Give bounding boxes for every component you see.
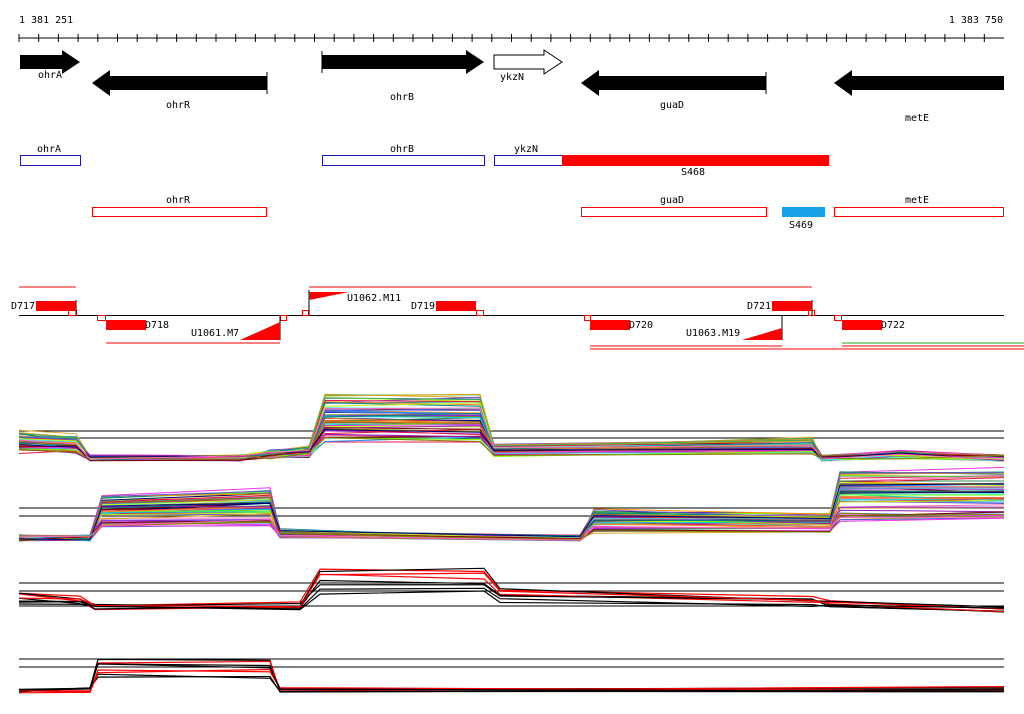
segment-D721[interactable]: [772, 301, 812, 311]
transcript-label-ohrA: ohrA: [37, 144, 61, 155]
gene-label-ohrA: ohrA: [38, 70, 62, 81]
segment-label-D722: D722: [881, 320, 905, 331]
profile-line: [18, 587, 1005, 610]
transcript-box-S468[interactable]: [562, 155, 829, 166]
transcript-box-metE[interactable]: [834, 207, 1004, 217]
gene-arrow-ohrR[interactable]: [92, 70, 267, 96]
segment-junction-1: [68, 310, 77, 316]
segment-label-D718: D718: [145, 320, 169, 331]
gene-label-ohrB: ohrB: [390, 92, 414, 103]
segment-junction-8: [834, 315, 842, 321]
transcript-box-ohrB[interactable]: [322, 155, 485, 166]
segment-label-D720: D720: [629, 320, 653, 331]
gene-label-ykzN: ykzN: [500, 72, 524, 83]
segment-junction-3: [280, 315, 287, 321]
profile-line: [18, 663, 1005, 692]
profile-line: [18, 668, 1005, 693]
transcript-box-S469[interactable]: [782, 207, 825, 217]
ruler-end-label: 1 383 750: [949, 15, 1003, 26]
segment-U1062.M11[interactable]: [309, 292, 349, 300]
segment-D719[interactable]: [436, 301, 476, 311]
expression-profile-panel-1: [18, 393, 1005, 462]
segment-label-D721: D721: [747, 301, 771, 312]
transcript-label-S469: S469: [789, 220, 813, 231]
gene-arrow-ohrB[interactable]: [322, 50, 484, 74]
transcript-label-guaD: guaD: [660, 195, 684, 206]
segment-junction-5: [476, 310, 484, 316]
transcript-box-ohrR[interactable]: [92, 207, 267, 217]
expression-profile-panel-2: [18, 466, 1005, 542]
ruler-ticks: [18, 34, 985, 42]
gene-arrow-guaD[interactable]: [581, 70, 766, 96]
gene-arrow-ykzN[interactable]: [493, 49, 563, 75]
segment-D718[interactable]: [106, 320, 146, 330]
transcript-box-guaD[interactable]: [581, 207, 767, 217]
segment-U1061.M7[interactable]: [240, 322, 280, 340]
gene-arrow-ohrA[interactable]: [20, 50, 80, 74]
segment-junction-6: [584, 315, 591, 321]
transcript-label-ohrR: ohrR: [166, 195, 191, 206]
ruler-start-label: 1 381 251: [19, 15, 73, 26]
expression-profile-panel-4: [18, 658, 1005, 694]
segment-label-U1063.M19: U1063.M19: [686, 328, 740, 339]
segment-junction-2: [97, 315, 106, 321]
segment-U1063.M19[interactable]: [742, 328, 782, 340]
profile-line: [18, 483, 1005, 541]
segment-label-U1062.M11: U1062.M11: [347, 293, 401, 304]
expression-profile-panel-3: [18, 567, 1005, 613]
gene-label-metE: metE: [905, 113, 929, 124]
transcript-label-ohrB: ohrB: [390, 144, 414, 155]
segment-label-U1061.M7: U1061.M7: [191, 328, 239, 339]
segment-D720[interactable]: [590, 320, 630, 330]
transcript-box-ykzN[interactable]: [494, 155, 563, 166]
profile-line: [19, 660, 1005, 692]
segment-D717[interactable]: [36, 301, 76, 311]
transcript-label-ykzN: ykzN: [514, 144, 538, 155]
segment-label-D719: D719: [411, 301, 435, 312]
profile-line: [18, 516, 1005, 541]
transcript-label-S468: S468: [681, 167, 705, 178]
segment-D722[interactable]: [842, 320, 882, 330]
gene-arrow-metE[interactable]: [834, 70, 1004, 96]
transcript-label-metE: metE: [905, 195, 929, 206]
profile-line: [18, 427, 1005, 462]
gene-label-guaD: guaD: [660, 100, 684, 111]
profile-line: [18, 407, 1005, 461]
transcript-box-ohrA[interactable]: [20, 155, 81, 166]
segment-junction-4: [302, 310, 309, 316]
segment-label-D717: D717: [11, 301, 35, 312]
gene-label-ohrR: ohrR: [166, 100, 191, 111]
profile-line: [18, 572, 1005, 613]
